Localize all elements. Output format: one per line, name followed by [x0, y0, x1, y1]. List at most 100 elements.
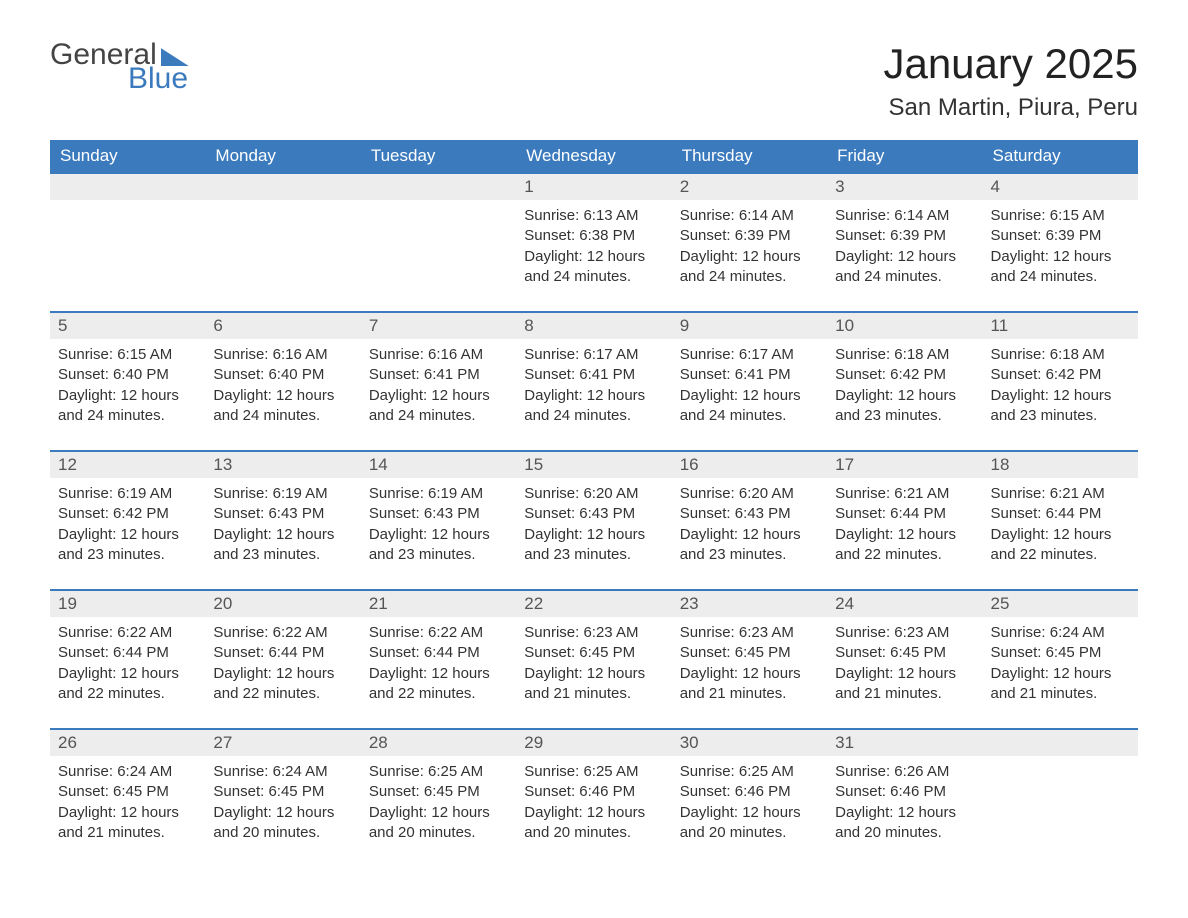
daylight-line-1: Daylight: 12 hours: [680, 247, 819, 267]
daylight-line-1: Daylight: 12 hours: [369, 386, 508, 406]
daylight-line-1: Daylight: 12 hours: [213, 525, 352, 545]
day-number: 3: [827, 174, 982, 200]
daylight-line-1: Daylight: 12 hours: [58, 386, 197, 406]
sunset-line: Sunset: 6:45 PM: [835, 643, 974, 663]
calendar-day: [205, 173, 360, 312]
daylight-line-2: and 22 minutes.: [835, 545, 974, 565]
day-details: Sunrise: 6:14 AMSunset: 6:39 PMDaylight:…: [672, 200, 827, 311]
calendar-day: 24Sunrise: 6:23 AMSunset: 6:45 PMDayligh…: [827, 590, 982, 729]
day-number: 15: [516, 452, 671, 478]
day-number: 9: [672, 313, 827, 339]
sunrise-line: Sunrise: 6:24 AM: [991, 623, 1130, 643]
calendar-day: 17Sunrise: 6:21 AMSunset: 6:44 PMDayligh…: [827, 451, 982, 590]
sunset-line: Sunset: 6:40 PM: [213, 365, 352, 385]
sunset-line: Sunset: 6:43 PM: [524, 504, 663, 524]
day-details: Sunrise: 6:24 AMSunset: 6:45 PMDaylight:…: [983, 617, 1138, 728]
calendar-day: 11Sunrise: 6:18 AMSunset: 6:42 PMDayligh…: [983, 312, 1138, 451]
sunrise-line: Sunrise: 6:23 AM: [835, 623, 974, 643]
sunset-line: Sunset: 6:44 PM: [991, 504, 1130, 524]
day-number: 25: [983, 591, 1138, 617]
day-number: 19: [50, 591, 205, 617]
day-header: Thursday: [672, 140, 827, 173]
day-number: 11: [983, 313, 1138, 339]
day-number: 10: [827, 313, 982, 339]
day-details: Sunrise: 6:20 AMSunset: 6:43 PMDaylight:…: [672, 478, 827, 589]
sunset-line: Sunset: 6:39 PM: [680, 226, 819, 246]
day-number: 7: [361, 313, 516, 339]
day-number: 31: [827, 730, 982, 756]
sunset-line: Sunset: 6:43 PM: [680, 504, 819, 524]
daylight-line-2: and 24 minutes.: [991, 267, 1130, 287]
day-details: Sunrise: 6:15 AMSunset: 6:39 PMDaylight:…: [983, 200, 1138, 311]
daylight-line-1: Daylight: 12 hours: [991, 664, 1130, 684]
day-number: 12: [50, 452, 205, 478]
calendar-day: 14Sunrise: 6:19 AMSunset: 6:43 PMDayligh…: [361, 451, 516, 590]
day-header-row: SundayMondayTuesdayWednesdayThursdayFrid…: [50, 140, 1138, 173]
day-details: Sunrise: 6:19 AMSunset: 6:42 PMDaylight:…: [50, 478, 205, 589]
day-details: Sunrise: 6:18 AMSunset: 6:42 PMDaylight:…: [827, 339, 982, 450]
calendar-week: 26Sunrise: 6:24 AMSunset: 6:45 PMDayligh…: [50, 729, 1138, 867]
day-number: 8: [516, 313, 671, 339]
daylight-line-1: Daylight: 12 hours: [524, 664, 663, 684]
day-details: Sunrise: 6:26 AMSunset: 6:46 PMDaylight:…: [827, 756, 982, 867]
day-details: Sunrise: 6:17 AMSunset: 6:41 PMDaylight:…: [672, 339, 827, 450]
day-details: Sunrise: 6:20 AMSunset: 6:43 PMDaylight:…: [516, 478, 671, 589]
calendar-week: 12Sunrise: 6:19 AMSunset: 6:42 PMDayligh…: [50, 451, 1138, 590]
day-details: Sunrise: 6:19 AMSunset: 6:43 PMDaylight:…: [205, 478, 360, 589]
calendar-day: 26Sunrise: 6:24 AMSunset: 6:45 PMDayligh…: [50, 729, 205, 867]
daylight-line-1: Daylight: 12 hours: [680, 664, 819, 684]
daylight-line-2: and 22 minutes.: [58, 684, 197, 704]
sunset-line: Sunset: 6:42 PM: [835, 365, 974, 385]
sunrise-line: Sunrise: 6:16 AM: [213, 345, 352, 365]
sunset-line: Sunset: 6:43 PM: [213, 504, 352, 524]
day-details: Sunrise: 6:13 AMSunset: 6:38 PMDaylight:…: [516, 200, 671, 311]
daylight-line-1: Daylight: 12 hours: [991, 525, 1130, 545]
day-details: Sunrise: 6:21 AMSunset: 6:44 PMDaylight:…: [983, 478, 1138, 589]
sunrise-line: Sunrise: 6:20 AM: [524, 484, 663, 504]
calendar-day: [361, 173, 516, 312]
sunset-line: Sunset: 6:41 PM: [680, 365, 819, 385]
day-details: Sunrise: 6:23 AMSunset: 6:45 PMDaylight:…: [516, 617, 671, 728]
daylight-line-1: Daylight: 12 hours: [213, 386, 352, 406]
calendar-day: 31Sunrise: 6:26 AMSunset: 6:46 PMDayligh…: [827, 729, 982, 867]
daylight-line-2: and 23 minutes.: [213, 545, 352, 565]
day-details: [205, 200, 360, 280]
day-number: 5: [50, 313, 205, 339]
title-block: January 2025 San Martin, Piura, Peru: [883, 40, 1138, 122]
daylight-line-1: Daylight: 12 hours: [213, 803, 352, 823]
day-details: Sunrise: 6:25 AMSunset: 6:46 PMDaylight:…: [672, 756, 827, 867]
sunset-line: Sunset: 6:44 PM: [835, 504, 974, 524]
day-header: Saturday: [983, 140, 1138, 173]
daylight-line-1: Daylight: 12 hours: [524, 386, 663, 406]
daylight-line-2: and 20 minutes.: [369, 823, 508, 843]
daylight-line-1: Daylight: 12 hours: [680, 525, 819, 545]
sunrise-line: Sunrise: 6:19 AM: [213, 484, 352, 504]
daylight-line-1: Daylight: 12 hours: [680, 386, 819, 406]
daylight-line-2: and 22 minutes.: [991, 545, 1130, 565]
month-title: January 2025: [883, 40, 1138, 88]
calendar-week: 5Sunrise: 6:15 AMSunset: 6:40 PMDaylight…: [50, 312, 1138, 451]
day-details: Sunrise: 6:22 AMSunset: 6:44 PMDaylight:…: [361, 617, 516, 728]
day-number: 26: [50, 730, 205, 756]
daylight-line-2: and 23 minutes.: [58, 545, 197, 565]
daylight-line-2: and 20 minutes.: [680, 823, 819, 843]
sunrise-line: Sunrise: 6:15 AM: [58, 345, 197, 365]
daylight-line-2: and 24 minutes.: [524, 406, 663, 426]
day-header: Wednesday: [516, 140, 671, 173]
daylight-line-2: and 23 minutes.: [991, 406, 1130, 426]
day-number: 16: [672, 452, 827, 478]
day-details: Sunrise: 6:17 AMSunset: 6:41 PMDaylight:…: [516, 339, 671, 450]
calendar-day: 21Sunrise: 6:22 AMSunset: 6:44 PMDayligh…: [361, 590, 516, 729]
sunrise-line: Sunrise: 6:19 AM: [369, 484, 508, 504]
calendar-day: 2Sunrise: 6:14 AMSunset: 6:39 PMDaylight…: [672, 173, 827, 312]
day-details: Sunrise: 6:22 AMSunset: 6:44 PMDaylight:…: [50, 617, 205, 728]
calendar-table: SundayMondayTuesdayWednesdayThursdayFrid…: [50, 140, 1138, 867]
day-details: Sunrise: 6:14 AMSunset: 6:39 PMDaylight:…: [827, 200, 982, 311]
day-number: 4: [983, 174, 1138, 200]
sunset-line: Sunset: 6:42 PM: [991, 365, 1130, 385]
sunrise-line: Sunrise: 6:17 AM: [680, 345, 819, 365]
calendar-day: 10Sunrise: 6:18 AMSunset: 6:42 PMDayligh…: [827, 312, 982, 451]
daylight-line-1: Daylight: 12 hours: [58, 525, 197, 545]
calendar-day: 16Sunrise: 6:20 AMSunset: 6:43 PMDayligh…: [672, 451, 827, 590]
day-number: 14: [361, 452, 516, 478]
